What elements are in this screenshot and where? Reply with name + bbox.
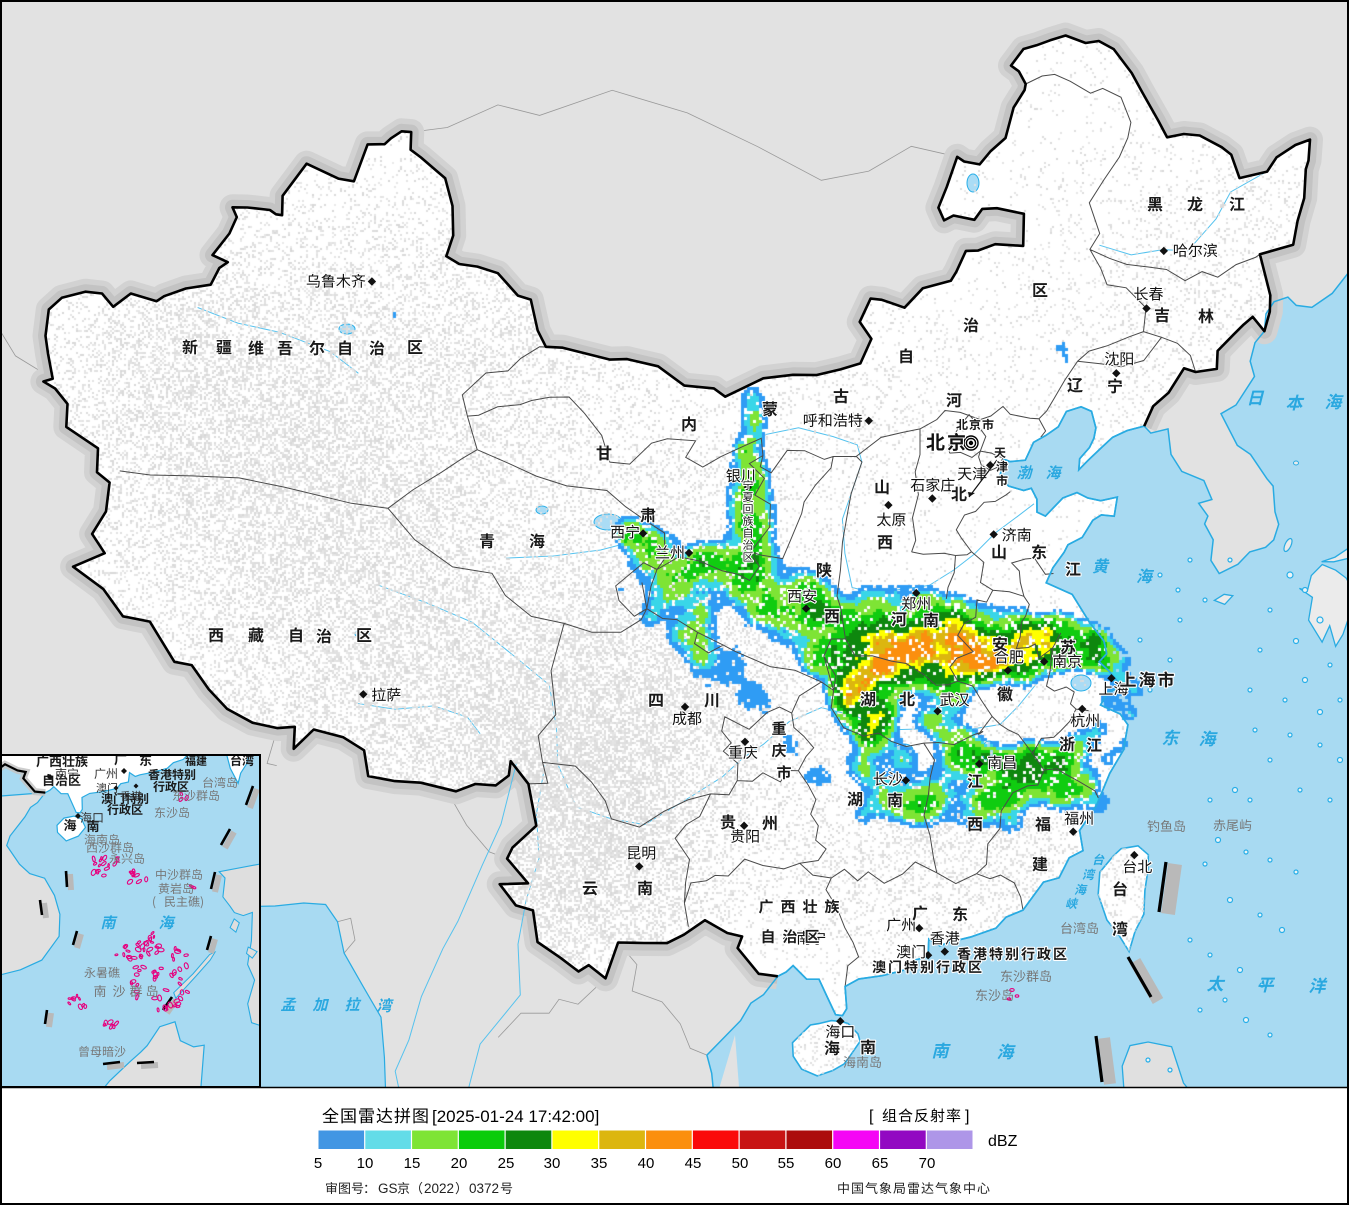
svg-text:55: 55 [778, 1155, 795, 1172]
svg-text:45: 45 [685, 1155, 702, 1172]
svg-text:5: 5 [314, 1155, 322, 1172]
svg-text:70: 70 [919, 1155, 936, 1172]
svg-text:65: 65 [872, 1155, 889, 1172]
svg-text:10: 10 [357, 1155, 374, 1172]
svg-text:30: 30 [544, 1155, 561, 1172]
svg-text:GS: GS [378, 1181, 398, 1196]
svg-text:0372: 0372 [469, 1181, 499, 1196]
svg-text:60: 60 [825, 1155, 842, 1172]
svg-text:2022: 2022 [424, 1181, 454, 1196]
svg-text:[2025-01-24 17:42:00]: [2025-01-24 17:42:00] [432, 1107, 599, 1126]
svg-text:dBZ: dBZ [988, 1133, 1018, 1150]
svg-text:[: [ [869, 1108, 874, 1125]
svg-text:35: 35 [591, 1155, 608, 1172]
svg-text:15: 15 [404, 1155, 421, 1172]
svg-text:40: 40 [638, 1155, 655, 1172]
svg-text:25: 25 [498, 1155, 515, 1172]
svg-text:20: 20 [451, 1155, 468, 1172]
svg-text:]: ] [965, 1108, 969, 1125]
svg-text:50: 50 [732, 1155, 749, 1172]
